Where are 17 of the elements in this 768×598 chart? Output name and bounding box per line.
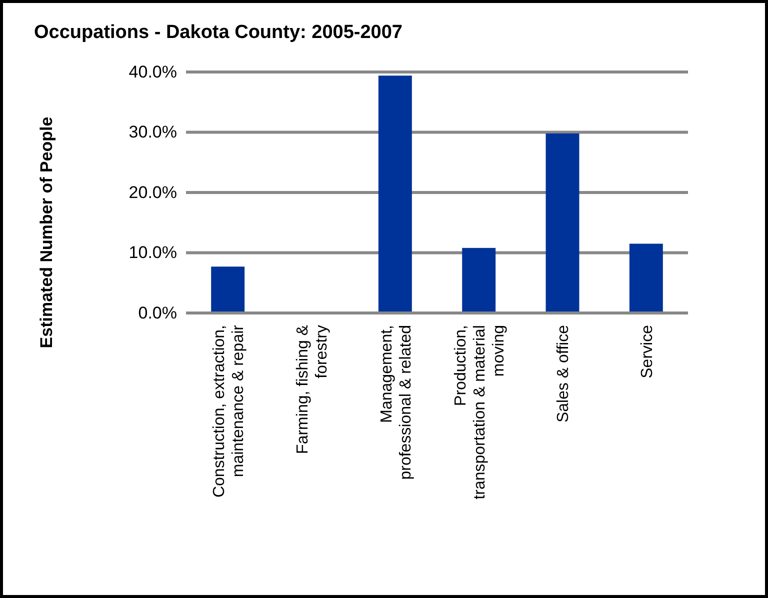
x-tick-label: Sales & office xyxy=(555,324,572,423)
x-tick-label: Service xyxy=(638,324,656,378)
bar xyxy=(378,76,412,313)
bar xyxy=(211,266,245,313)
y-tick-label: 0.0% xyxy=(138,303,177,322)
bar xyxy=(546,133,580,313)
y-axis-title: Estimated Number of People xyxy=(37,116,56,348)
y-tick-label: 20.0% xyxy=(128,182,177,202)
bar xyxy=(462,248,496,313)
y-tick-label: 10.0% xyxy=(128,243,177,262)
x-tick-label: Production, transportation & material moving xyxy=(452,325,508,500)
y-tick-label: 40.0% xyxy=(128,62,177,82)
x-tick-label: Farming, fishing & forestry xyxy=(294,324,331,454)
y-tick-label: 30.0% xyxy=(128,122,177,142)
x-tick-label: Construction, extraction, maintenance & repair xyxy=(210,324,247,498)
chart-title: Occupations - Dakota County: 2005-2007 xyxy=(34,22,402,43)
bar xyxy=(629,244,663,313)
